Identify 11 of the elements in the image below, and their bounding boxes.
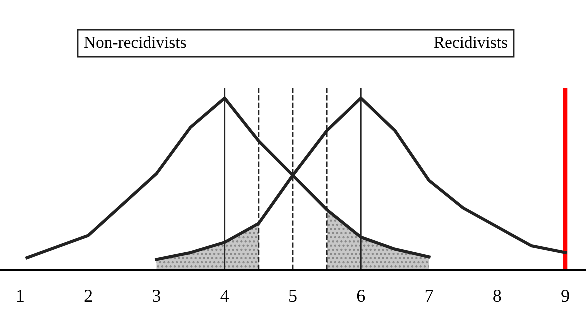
x-tick-label: 3 [153,290,161,302]
text: Non-recidivists [84,36,186,48]
x-tick-label: 1 [18,290,24,302]
x-tick-label: 7 [426,290,434,302]
x-tick-label: 4 [220,290,230,302]
x-tick-label: 8 [494,290,502,302]
text: Recidivists [434,36,508,48]
x-tick-label: 5 [290,290,297,302]
x-tick-label: 9 [562,290,570,302]
x-tick-label: 6 [357,290,366,302]
x-tick-label: 2 [84,290,92,302]
